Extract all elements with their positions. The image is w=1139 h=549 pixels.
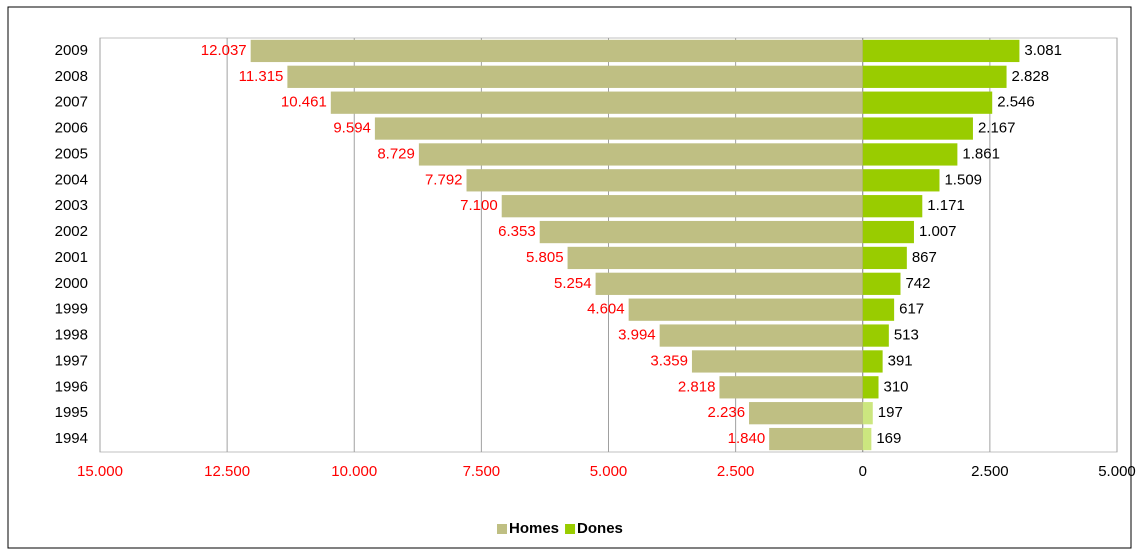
- bar: [862, 402, 873, 425]
- bar: [769, 427, 863, 451]
- bar: [862, 65, 1007, 88]
- data-label: 742: [905, 275, 930, 292]
- x-tick-label: 7.500: [463, 463, 501, 480]
- data-label: 10.461: [281, 94, 327, 111]
- y-tick-label: 2000: [55, 275, 88, 292]
- data-label: 391: [888, 352, 913, 369]
- data-label: 197: [878, 404, 903, 421]
- bar: [749, 402, 863, 425]
- bar: [862, 169, 940, 192]
- legend-label: Dones: [577, 520, 623, 537]
- bar: [567, 246, 863, 270]
- y-tick-label: 2005: [55, 145, 88, 162]
- y-tick-label: 1997: [55, 352, 88, 369]
- bar: [862, 350, 883, 373]
- data-label: 1.171: [927, 197, 965, 214]
- bar: [595, 272, 863, 295]
- data-label: 3.994: [618, 327, 656, 344]
- y-tick-label: 2004: [55, 171, 88, 188]
- bar: [719, 376, 863, 399]
- data-label: 12.037: [201, 42, 247, 59]
- data-label: 5.805: [526, 249, 564, 266]
- legend-swatch: [497, 524, 507, 534]
- bar: [862, 324, 889, 347]
- y-tick-label: 2008: [55, 68, 88, 85]
- x-tick-label: 5.000: [1098, 463, 1136, 480]
- legend-label: Homes: [509, 520, 559, 537]
- bar: [862, 91, 993, 114]
- y-tick-label: 1994: [55, 430, 88, 447]
- bar: [659, 324, 863, 347]
- data-label: 1.840: [728, 430, 766, 447]
- bar: [250, 39, 863, 63]
- data-label: 5.254: [554, 275, 592, 292]
- bar: [501, 195, 863, 218]
- data-label: 7.792: [425, 171, 463, 188]
- data-label: 1.007: [919, 223, 957, 240]
- data-label: 9.594: [333, 120, 371, 137]
- bar: [862, 427, 872, 451]
- y-tick-label: 2007: [55, 94, 88, 111]
- data-label: 1.509: [944, 171, 982, 188]
- x-tick-label: 12.500: [204, 463, 250, 480]
- x-tick-label: 15.000: [77, 463, 123, 480]
- data-label: 1.861: [962, 145, 1000, 162]
- bar: [374, 117, 863, 140]
- y-tick-label: 1996: [55, 378, 88, 395]
- data-label: 11.315: [239, 68, 284, 85]
- y-tick-label: 2001: [55, 249, 88, 266]
- bar: [287, 65, 863, 88]
- y-tick-label: 1999: [55, 301, 88, 318]
- data-label: 867: [912, 249, 937, 266]
- bar: [539, 220, 863, 244]
- data-label: 2.546: [997, 94, 1035, 111]
- bar: [691, 350, 863, 373]
- bar: [862, 298, 895, 321]
- y-tick-label: 2009: [55, 42, 88, 59]
- bar: [628, 298, 863, 321]
- y-tick-label: 2003: [55, 197, 88, 214]
- data-label: 617: [899, 301, 924, 318]
- data-label: 310: [884, 378, 909, 395]
- data-label: 2.818: [678, 378, 716, 395]
- bar: [862, 220, 914, 244]
- bar: [862, 195, 923, 218]
- x-tick-label: 2.500: [717, 463, 755, 480]
- y-tick-label: 2006: [55, 120, 88, 137]
- bar: [862, 39, 1020, 63]
- data-label: 3.081: [1024, 42, 1062, 59]
- data-label: 7.100: [460, 197, 498, 214]
- data-label: 8.729: [377, 145, 415, 162]
- data-label: 4.604: [587, 301, 625, 318]
- data-label: 6.353: [498, 223, 536, 240]
- data-label: 169: [876, 430, 901, 447]
- bar: [862, 117, 973, 140]
- data-label: 2.167: [978, 120, 1016, 137]
- data-label: 513: [894, 327, 919, 344]
- bar: [862, 246, 907, 270]
- x-tick-label: 0: [859, 463, 867, 480]
- x-tick-label: 5.000: [590, 463, 628, 480]
- x-tick-label: 10.000: [331, 463, 377, 480]
- y-tick-label: 1995: [55, 404, 88, 421]
- bar: [862, 143, 958, 166]
- y-tick-label: 2002: [55, 223, 88, 240]
- bar: [330, 91, 863, 114]
- bar: [862, 272, 901, 295]
- bar: [418, 143, 863, 166]
- data-label: 2.828: [1012, 68, 1050, 85]
- x-tick-label: 2.500: [971, 463, 1009, 480]
- bar: [466, 169, 863, 192]
- legend-swatch: [565, 524, 576, 534]
- data-label: 3.359: [650, 352, 688, 369]
- y-tick-label: 1998: [55, 327, 88, 344]
- bar: [862, 376, 879, 399]
- data-label: 2.236: [708, 404, 746, 421]
